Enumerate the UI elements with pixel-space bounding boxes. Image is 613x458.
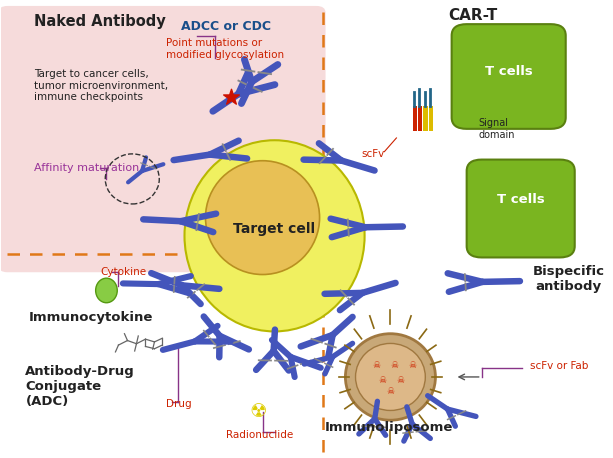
Text: ☠: ☠ <box>379 376 387 385</box>
Bar <box>429 106 433 131</box>
Text: Immunoliposome: Immunoliposome <box>324 420 453 434</box>
Text: Immunocytokine: Immunocytokine <box>28 311 153 324</box>
Text: Naked Antibody: Naked Antibody <box>34 14 166 29</box>
Text: T cells: T cells <box>485 65 533 78</box>
Text: Radionuclide: Radionuclide <box>226 430 293 440</box>
Bar <box>424 106 428 131</box>
Ellipse shape <box>356 344 425 410</box>
Ellipse shape <box>345 334 435 420</box>
Text: ☠: ☠ <box>386 387 395 397</box>
Text: scFv: scFv <box>361 149 384 159</box>
Text: ☠: ☠ <box>390 361 398 370</box>
Text: Cytokine: Cytokine <box>101 267 147 277</box>
Text: Target cell: Target cell <box>234 222 316 236</box>
Text: ☠: ☠ <box>409 361 417 370</box>
Text: CAR-T: CAR-T <box>448 8 497 23</box>
Text: ☢: ☢ <box>249 403 267 421</box>
Text: Point mutations or
modified glycosylation: Point mutations or modified glycosylatio… <box>167 38 284 60</box>
Text: Affinity maturation: Affinity maturation <box>34 163 140 173</box>
Bar <box>413 106 417 131</box>
Text: Drug: Drug <box>167 399 192 409</box>
FancyBboxPatch shape <box>466 159 575 257</box>
Text: scFv or Fab: scFv or Fab <box>530 360 588 371</box>
Ellipse shape <box>185 140 365 332</box>
FancyBboxPatch shape <box>452 24 566 129</box>
Ellipse shape <box>96 278 117 303</box>
Text: ☠: ☠ <box>373 361 381 370</box>
FancyBboxPatch shape <box>0 6 326 272</box>
Ellipse shape <box>205 161 319 274</box>
Text: T cells: T cells <box>497 193 544 206</box>
Text: ADCC or CDC: ADCC or CDC <box>181 20 272 33</box>
Text: Antibody-Drug
Conjugate
(ADC): Antibody-Drug Conjugate (ADC) <box>25 365 135 408</box>
Text: Signal
domain: Signal domain <box>479 118 515 140</box>
Text: ☠: ☠ <box>397 376 405 385</box>
Point <box>226 93 235 101</box>
Bar <box>418 106 422 131</box>
Text: Target to cancer cells,
tumor microenvironment,
immune checkpoints: Target to cancer cells, tumor microenvir… <box>34 69 169 102</box>
Text: Bispecific
antibody: Bispecific antibody <box>533 265 604 293</box>
